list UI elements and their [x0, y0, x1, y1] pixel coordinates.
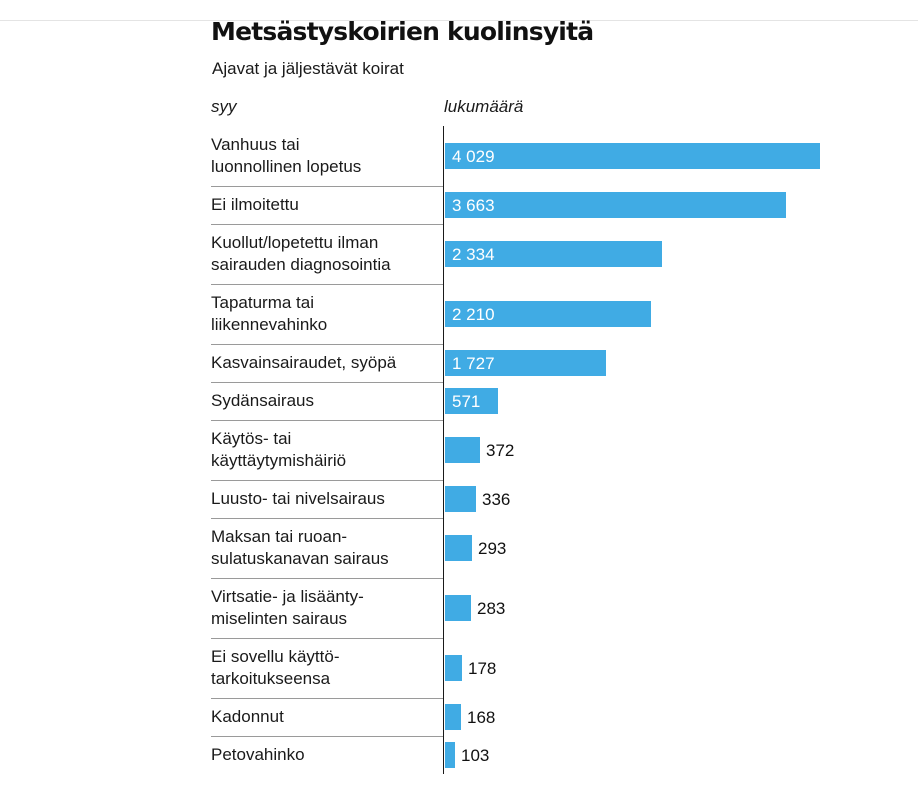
category-row: Tapaturma tai liikennevahinko — [211, 284, 443, 344]
category-label-text: Ei ilmoitettu — [211, 195, 299, 214]
bar — [445, 486, 476, 512]
category-label: Ei sovellu käyttö- tarkoitukseensa — [211, 638, 443, 698]
category-label-text: Käytös- tai käyttäytymishäiriö — [211, 429, 347, 470]
value-axis-line — [443, 126, 444, 774]
bar — [445, 595, 471, 621]
row-separator — [211, 578, 443, 579]
bar — [445, 301, 651, 327]
category-label: Kadonnut — [211, 698, 443, 736]
category-label: Tapaturma tai liikennevahinko — [211, 284, 443, 344]
category-label: Käytös- tai käyttäytymishäiriö — [211, 420, 443, 480]
category-row: Vanhuus tai luonnollinen lopetus — [211, 126, 443, 186]
value-label: 372 — [486, 441, 515, 460]
category-label: Petovahinko — [211, 736, 443, 774]
category-row: Kasvainsairaudet, syöpä — [211, 344, 443, 382]
category-label-text: Kuollut/lopetettu ilman sairauden diagno… — [211, 233, 391, 274]
row-separator — [211, 284, 443, 285]
bar — [445, 742, 455, 768]
value-label: 3 663 — [452, 196, 495, 215]
row-separator — [211, 638, 443, 639]
category-label-text: Sydänsairaus — [211, 391, 315, 410]
category-row: Petovahinko — [211, 736, 443, 774]
value-label: 2 210 — [452, 305, 495, 324]
category-row: Luusto- tai nivelsairaus — [211, 480, 443, 518]
category-label: Luusto- tai nivelsairaus — [211, 480, 443, 518]
row-separator — [211, 518, 443, 519]
category-row: Virtsatie- ja lisäänty- miselinten saira… — [211, 578, 443, 638]
value-label: 178 — [468, 659, 497, 678]
top-divider — [0, 20, 918, 21]
bar — [445, 192, 786, 218]
row-separator — [211, 736, 443, 737]
category-label: Ei ilmoitettu — [211, 186, 443, 224]
category-label: Sydänsairaus — [211, 382, 443, 420]
category-row: Kuollut/lopetettu ilman sairauden diagno… — [211, 224, 443, 284]
category-label: Kuollut/lopetettu ilman sairauden diagno… — [211, 224, 443, 284]
category-label-text: Kadonnut — [211, 707, 284, 726]
category-row: Maksan tai ruoan- sulatuskanavan sairaus — [211, 518, 443, 578]
category-label: Virtsatie- ja lisäänty- miselinten saira… — [211, 578, 443, 638]
bar — [445, 437, 480, 463]
row-separator — [211, 420, 443, 421]
category-label: Vanhuus tai luonnollinen lopetus — [211, 126, 443, 186]
row-separator — [211, 344, 443, 345]
category-row: Kadonnut — [211, 698, 443, 736]
category-label-text: Ei sovellu käyttö- tarkoitukseensa — [211, 647, 340, 688]
category-row: Sydänsairaus — [211, 382, 443, 420]
value-column-header: lukumäärä — [444, 97, 524, 116]
category-label-text: Luusto- tai nivelsairaus — [211, 489, 385, 508]
category-label: Kasvainsairaudet, syöpä — [211, 344, 443, 382]
value-label: 283 — [477, 599, 506, 618]
category-label: Maksan tai ruoan- sulatuskanavan sairaus — [211, 518, 443, 578]
row-separator — [211, 480, 443, 481]
value-label: 168 — [467, 708, 496, 727]
category-label-text: Kasvainsairaudet, syöpä — [211, 353, 397, 372]
category-label-text: Tapaturma tai liikennevahinko — [211, 293, 328, 334]
row-separator — [211, 382, 443, 383]
bar — [445, 704, 461, 730]
bar — [445, 350, 606, 376]
category-label-text: Virtsatie- ja lisäänty- miselinten saira… — [211, 587, 364, 628]
category-column-header: syy — [211, 97, 237, 116]
value-label: 4 029 — [452, 147, 495, 166]
bar — [445, 143, 820, 169]
category-label-text: Maksan tai ruoan- sulatuskanavan sairaus — [211, 527, 389, 568]
category-row: Käytös- tai käyttäytymishäiriö — [211, 420, 443, 480]
bar — [445, 535, 472, 561]
category-row: Ei sovellu käyttö- tarkoitukseensa — [211, 638, 443, 698]
row-separator — [211, 698, 443, 699]
bar — [445, 241, 662, 267]
value-label: 571 — [452, 392, 481, 411]
value-label: 293 — [478, 539, 507, 558]
category-label-text: Vanhuus tai luonnollinen lopetus — [211, 135, 362, 176]
row-separator — [211, 224, 443, 225]
bar — [445, 655, 462, 681]
chart-title: Metsästyskoirien kuolinsyitä — [211, 17, 594, 46]
category-label-text: Petovahinko — [211, 745, 305, 764]
category-row: Ei ilmoitettu — [211, 186, 443, 224]
value-label: 103 — [461, 746, 490, 765]
row-separator — [211, 186, 443, 187]
chart-subtitle: Ajavat ja jäljestävät koirat — [212, 59, 404, 78]
value-label: 336 — [482, 490, 511, 509]
bar — [445, 388, 498, 414]
value-label: 2 334 — [452, 245, 495, 264]
value-label: 1 727 — [452, 354, 495, 373]
